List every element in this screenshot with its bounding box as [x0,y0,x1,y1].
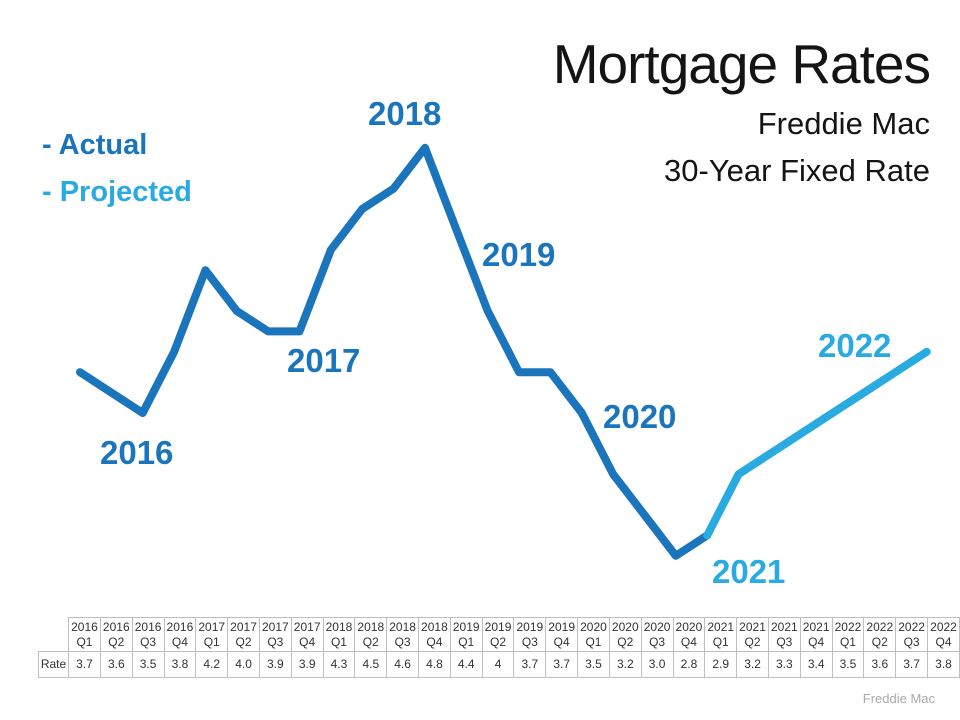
year-label-2022: 2022 [818,327,892,364]
quarter-header-cell: 2020 Q3 [640,617,674,652]
rate-value-cell: 3.2 [736,651,769,678]
rate-value-cell: 3.8 [163,651,197,678]
rate-value-cell: 4.0 [227,651,260,678]
rate-value-cell: 3.5 [831,651,865,678]
quarter-header-cell: 2017 Q2 [227,617,260,652]
rate-value-cell: 2.9 [704,651,738,678]
rate-value-cell: 3.5 [577,651,610,678]
quarter-header-cell: 2016 Q4 [163,617,197,652]
projected-line-series [703,347,931,540]
legend-item-actual: - Actual [42,129,148,161]
quarter-header-cell: 2016 Q1 [68,617,101,652]
quarter-header-cell: 2018 Q3 [386,617,419,652]
quarter-header-cell: 2017 Q4 [290,617,324,652]
title-block: Mortgage Rates Freddie Mac 30-Year Fixed… [552,33,931,194]
rate-value-cell: 3.0 [640,651,674,678]
year-label-2018: 2018 [368,95,442,132]
quarter-header-cell: 2021 Q1 [704,617,738,652]
quarter-header-cell: 2021 Q2 [736,617,769,652]
rate-value-cell: 3.7 [68,651,101,678]
quarter-header-cell: 2022 Q1 [831,617,865,652]
rate-value-cell: 4.2 [195,651,229,678]
quarter-header-cell: 2020 Q1 [577,617,610,652]
rate-value-cell: 3.4 [799,651,833,678]
rate-value-cell: 3.8 [927,651,960,678]
quarter-header-cell: 2018 Q4 [418,617,451,652]
rate-value-cell: 3.7 [545,651,579,678]
table-header-row: 2016 Q1 2016 Q2 2016 Q3 2016 Q4 2017 Q1 2017 Q2 2017… [38,617,960,652]
rate-row-label: Rate [37,651,70,678]
chart-legend: - Actual - Projected [42,122,192,216]
source-watermark: Freddie Mac [862,691,935,706]
rate-value-cell: 3.7 [513,651,547,678]
quarter-header-cell: 2022 Q2 [863,617,897,652]
legend-item-projected: - Projected [42,176,192,208]
quarter-header-cell: 2016 Q2 [99,617,133,652]
quarter-header-cell: 2019 Q3 [513,617,547,652]
rate-table: 2016 Q1 2016 Q2 2016 Q3 2016 Q4 2017 Q1 2017 Q2 2017… [37,617,960,678]
quarter-header-cell: 2020 Q4 [672,617,706,652]
quarter-header-cell: 2017 Q3 [258,617,292,652]
rate-value-cell: 4.3 [322,651,356,678]
year-label-2020: 2020 [603,398,677,435]
rate-value-cell: 2.8 [672,651,706,678]
year-label-2021: 2021 [712,553,786,590]
actual-line-series [76,143,712,560]
quarter-header-cell: 2021 Q3 [767,617,801,652]
quarter-header-cell: 2017 Q1 [195,617,229,652]
quarter-header-cell: 2018 Q1 [322,617,356,652]
rate-value-cell: 4.5 [354,651,388,678]
quarter-header-cell: 2020 Q2 [608,617,642,652]
year-label-2016: 2016 [100,434,174,471]
rate-value-cell: 4.4 [449,651,483,678]
rate-value-cell: 4.8 [418,651,451,678]
chart-subtitle-source: Freddie Mac [757,106,930,141]
rate-value-cell: 3.3 [767,651,801,678]
quarter-header-cell: 2021 Q4 [799,617,833,652]
rate-value-cell: 3.9 [258,651,292,678]
quarter-header-cell: 2019 Q1 [449,617,483,652]
table-rate-row: Rate 3.7 3.6 3.5 3.8 4.2 4.0 3.9 3.9 4.3 4.5 4.6 4.8… [37,651,960,678]
rate-value-cell: 3.2 [608,651,642,678]
chart-title: Mortgage Rates [552,33,931,95]
chart-subtitle-product: 30-Year Fixed Rate [664,153,930,188]
quarter-header-cell: 2016 Q3 [131,617,165,652]
quarter-header-cell: 2022 Q3 [895,617,928,652]
rate-value-cell: 4 [481,651,515,678]
rate-value-cell: 3.6 [99,651,133,678]
quarter-header-cell: 2022 Q4 [927,617,960,652]
rate-value-cell: 3.6 [863,651,897,678]
quarter-header-cell: 2019 Q2 [481,617,515,652]
rate-value-cell: 4.6 [386,651,419,678]
table-corner-cell [38,617,70,652]
rate-value-cell: 3.5 [131,651,165,678]
quarter-header-cell: 2018 Q2 [354,617,388,652]
year-label-2017: 2017 [287,342,361,379]
year-label-2019: 2019 [482,236,556,273]
rate-value-cell: 3.9 [290,651,324,678]
rate-value-cell: 3.7 [895,651,928,678]
quarter-header-cell: 2019 Q4 [545,617,579,652]
